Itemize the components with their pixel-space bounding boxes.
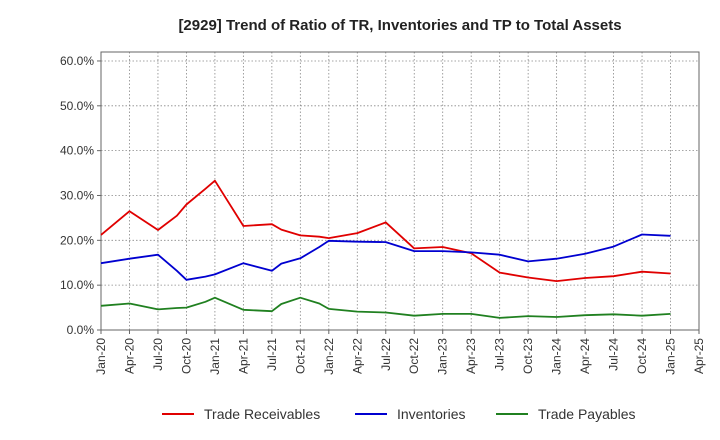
x-tick-label: Apr-22 <box>350 338 364 374</box>
y-tick-label: 60.0% <box>60 54 94 68</box>
x-tick-label: Apr-21 <box>236 338 250 374</box>
grid-lines <box>100 52 700 331</box>
x-tick-label: Jan-24 <box>550 338 564 375</box>
legend-label: Trade Payables <box>538 406 636 422</box>
y-tick-label: 40.0% <box>60 144 94 158</box>
legend: Trade Receivables Inventories Trade Payabl… <box>162 406 636 422</box>
x-tick-label: Jan-22 <box>322 338 336 375</box>
x-tick-label: Jan-23 <box>436 338 450 375</box>
legend-label: Inventories <box>397 406 465 422</box>
legend-label: Trade Receivables <box>204 406 320 422</box>
chart-title: [2929] Trend of Ratio of TR, Inventories… <box>178 17 621 34</box>
x-tick-label: Oct-23 <box>521 338 535 374</box>
x-tick-label: Jul-23 <box>493 338 507 371</box>
x-tick-label: Oct-20 <box>179 338 193 374</box>
x-tick-label: Oct-22 <box>407 338 421 374</box>
series-line-trade-receivables <box>100 179 671 283</box>
x-tick-label: Jul-24 <box>607 338 621 371</box>
x-tick-label: Apr-25 <box>692 338 706 374</box>
x-tick-label: Apr-24 <box>578 338 592 374</box>
y-tick-label: 50.0% <box>60 99 94 113</box>
y-tick-label: 20.0% <box>60 233 94 247</box>
plot-frame <box>100 51 700 331</box>
x-axis: Jan-20 Apr-20 Jul-20 Oct-20 Jan-21 Apr-21 Jul-… <box>94 330 706 375</box>
y-axis: 0.0% 10.0% 20.0% 30.0% 40.0% 50.0% 60.0% <box>60 54 101 337</box>
x-tick-label: Jan-25 <box>664 338 678 375</box>
x-tick-label: Jul-21 <box>265 338 279 371</box>
x-tick-label: Jul-20 <box>151 338 165 371</box>
series-lines <box>100 179 671 319</box>
x-tick-label: Jul-22 <box>379 338 393 371</box>
x-tick-label: Apr-23 <box>464 338 478 374</box>
series-line-trade-payables <box>100 296 671 319</box>
x-tick-label: Jan-21 <box>208 338 222 375</box>
x-tick-label: Jan-20 <box>94 338 108 375</box>
x-tick-label: Oct-21 <box>293 338 307 374</box>
y-tick-label: 0.0% <box>67 323 95 337</box>
y-tick-label: 10.0% <box>60 278 94 292</box>
series-line-inventories <box>100 233 671 281</box>
x-tick-label: Oct-24 <box>635 338 649 374</box>
x-tick-label: Apr-20 <box>122 338 136 374</box>
y-tick-label: 30.0% <box>60 188 94 202</box>
